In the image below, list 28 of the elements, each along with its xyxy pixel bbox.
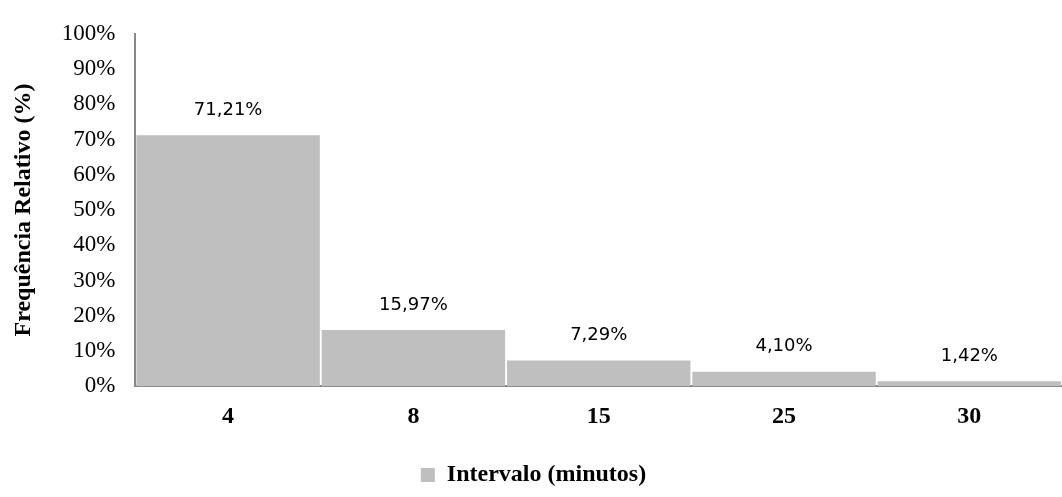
y-tick-label: 30%	[73, 266, 116, 292]
bar	[692, 371, 876, 387]
data-label: 1,42%	[940, 343, 998, 365]
y-tick-label: 50%	[73, 196, 116, 222]
y-tick-label: 20%	[73, 301, 116, 327]
y-tick-label: 100%	[61, 19, 116, 45]
data-label: 4,10%	[755, 334, 813, 356]
x-tick-label: 8	[407, 401, 420, 428]
data-label: 71,21%	[193, 97, 263, 119]
y-tick-label: 0%	[84, 372, 116, 398]
y-tick-label: 60%	[73, 160, 116, 186]
bar	[136, 135, 320, 387]
y-tick-label: 80%	[73, 90, 116, 116]
x-tick-label: 4	[222, 401, 235, 428]
legend-label: Intervalo (minutos)	[446, 460, 647, 487]
y-tick-label: 10%	[73, 337, 116, 363]
y-tick-label: 40%	[73, 231, 116, 257]
bar	[877, 381, 1062, 387]
x-tick-label: 25	[772, 401, 797, 428]
y-axis-title: Frequência Relativo (%)	[8, 83, 35, 337]
x-tick-label: 15	[586, 401, 611, 428]
x-tick-label: 30	[957, 401, 982, 428]
y-tick-label: 90%	[73, 55, 116, 81]
bar	[321, 329, 506, 387]
y-tick-label: 70%	[73, 125, 116, 151]
data-label: 7,29%	[570, 323, 628, 345]
data-label: 15,97%	[379, 292, 448, 314]
bar	[507, 360, 691, 387]
